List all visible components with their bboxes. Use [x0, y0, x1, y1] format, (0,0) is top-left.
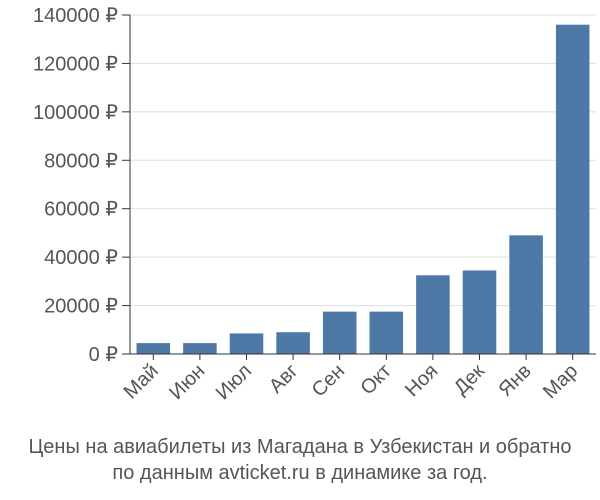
x-tick-label: Янв [495, 360, 536, 401]
x-axis-labels: Май Июн Июл Авг Сен Окт Ноя Дек Янв Мар [120, 354, 582, 404]
chart-caption-line-1: Цены на авиабилеты из Магадана в Узбекис… [28, 436, 572, 458]
x-tick-label: Июл [212, 360, 256, 404]
y-tick-label: 80000 ₽ [44, 150, 118, 172]
x-tick-label: Окт [356, 360, 395, 399]
x-tick-label: Мар [539, 360, 582, 403]
bar-Июл [229, 333, 264, 354]
y-tick-label: 120000 ₽ [33, 53, 118, 75]
bar-Сен [322, 311, 357, 354]
x-tick-label: Авг [265, 360, 303, 398]
y-tick-label: 40000 ₽ [44, 247, 118, 269]
y-axis-ticks: 0 ₽ 20000 ₽ 40000 ₽ 60000 ₽ 80000 ₽ 100000 ₽ 1… [33, 5, 130, 366]
x-tick-label: Дек [450, 360, 489, 399]
bar-Ноя [416, 275, 450, 354]
bars [136, 24, 590, 354]
y-tick-label: 20000 ₽ [44, 296, 118, 318]
x-tick-label: Май [120, 360, 163, 403]
bar-Дек [462, 270, 497, 354]
bar-Окт [369, 311, 404, 354]
bar-chart: 0 ₽ 20000 ₽ 40000 ₽ 60000 ₽ 80000 ₽ 100000 ₽ 1… [33, 5, 596, 404]
bar-Июн [183, 343, 217, 354]
x-tick-label: Июн [165, 360, 209, 404]
bar-Янв [509, 235, 543, 354]
axes [129, 15, 596, 355]
bar-Май [136, 343, 171, 354]
bar-Мар [555, 24, 590, 354]
chart-caption-line-2: по данным avticket.ru в динамике за год. [112, 462, 488, 484]
grid-lines [130, 14, 596, 355]
y-tick-label: 140000 ₽ [33, 5, 118, 27]
x-tick-label: Ноя [401, 360, 442, 401]
y-tick-label: 0 ₽ [89, 344, 119, 366]
y-tick-label: 100000 ₽ [33, 102, 118, 124]
x-tick-label: Сен [308, 360, 349, 401]
bar-Авг [276, 332, 310, 354]
y-tick-label: 60000 ₽ [44, 199, 118, 221]
